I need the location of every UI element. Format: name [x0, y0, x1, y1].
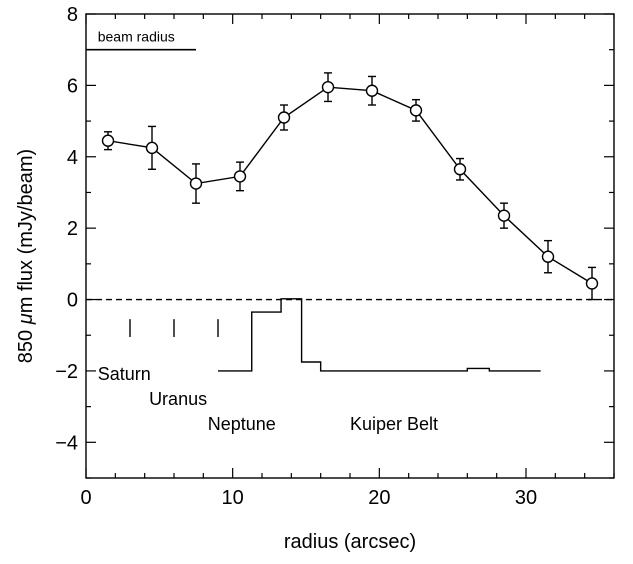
- y-axis-title: 850 μm flux (mJy/beam): [15, 149, 37, 363]
- x-tick-label: 10: [222, 487, 244, 509]
- region-label-neptune: Neptune: [208, 414, 276, 434]
- y-tick-label: −2: [55, 361, 78, 383]
- region-label-kuiper-belt: Kuiper Belt: [350, 414, 438, 434]
- data-point: [365, 84, 379, 97]
- data-point: [453, 163, 467, 176]
- y-tick-label: 8: [67, 4, 78, 26]
- y-tick-label: −4: [55, 432, 78, 454]
- data-point: [541, 250, 555, 263]
- x-tick-label: 20: [368, 487, 390, 509]
- data-point: [585, 277, 599, 290]
- beam-radius-label: beam radius: [98, 29, 175, 45]
- kuiper-belt-distribution: [218, 298, 541, 372]
- y-tick-label: 4: [67, 147, 78, 169]
- region-label-uranus: Uranus: [149, 389, 207, 409]
- data-point: [189, 177, 203, 190]
- y-axis-title-suffix: m flux (mJy/beam): [15, 149, 37, 313]
- y-axis-title-prefix: 850: [15, 324, 37, 363]
- data-point: [101, 134, 115, 147]
- y-tick-label: 0: [67, 290, 78, 312]
- data-point: [233, 170, 247, 183]
- x-tick-label: 0: [80, 487, 91, 509]
- data-point: [145, 141, 159, 155]
- x-tick-label: 30: [515, 487, 537, 509]
- y-axis-title-mu: μ: [15, 313, 37, 325]
- x-axis-title: radius (arcsec): [284, 531, 416, 553]
- data-point: [497, 209, 511, 222]
- series-line: [107, 86, 593, 285]
- data-point: [321, 80, 335, 94]
- region-label-saturn: Saturn: [98, 364, 151, 384]
- data-point: [277, 111, 291, 124]
- y-tick-label: 2: [67, 218, 78, 240]
- data-point: [409, 104, 423, 117]
- axes: 0 10 20 30 −4 −2 0 2 4 6 8: [55, 4, 615, 509]
- y-tick-label: 6: [67, 75, 78, 97]
